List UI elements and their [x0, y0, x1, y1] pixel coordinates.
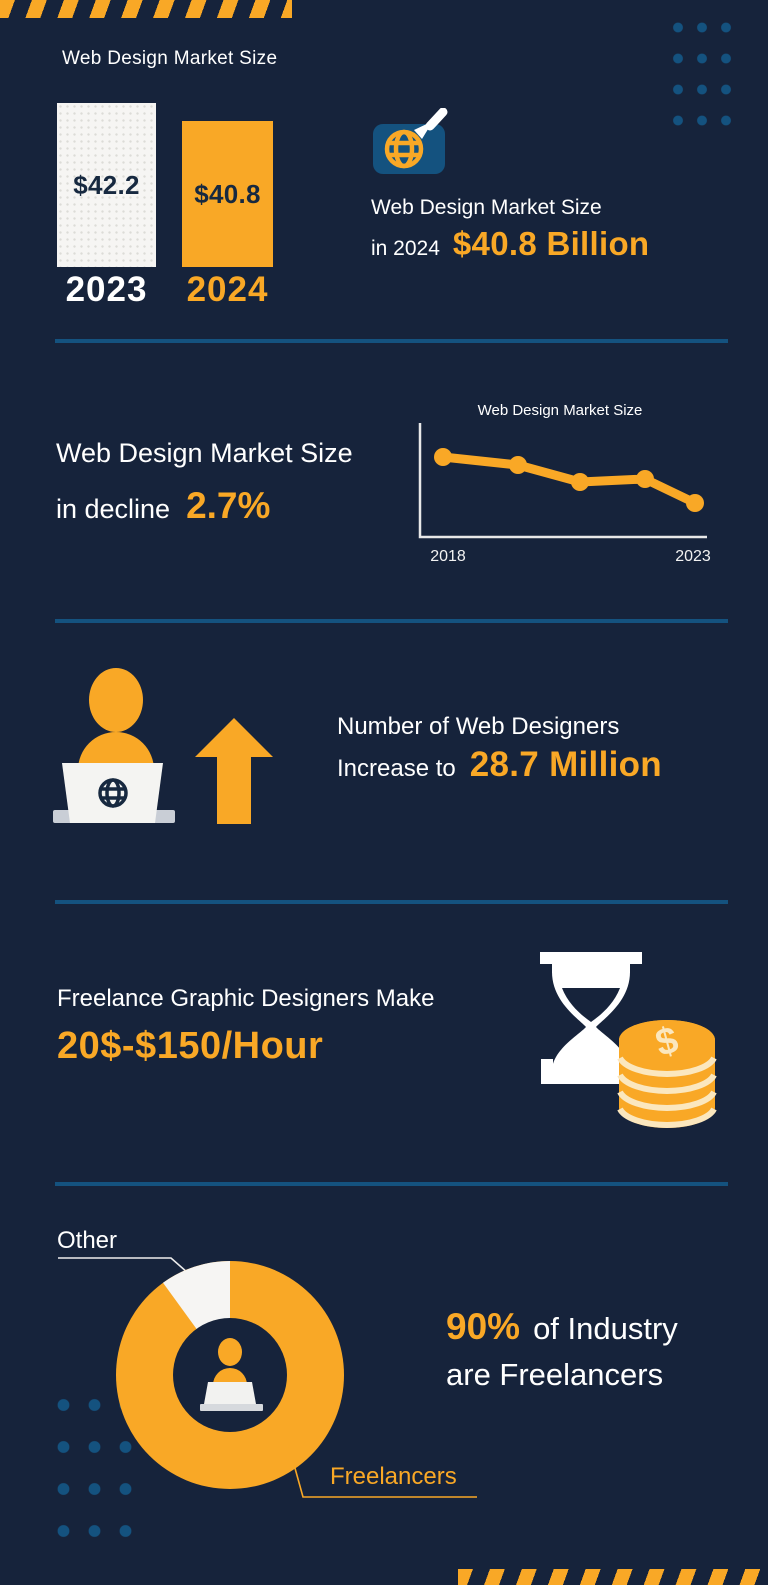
donut-label-freelancers: Freelancers — [330, 1463, 457, 1490]
bar-2024-value-label: $40.8 — [194, 178, 261, 209]
globe-icon — [384, 129, 424, 169]
bar-2023-value-label: $42.2 — [73, 169, 140, 200]
stat-after: of Industry — [533, 1311, 678, 1346]
hourglass-sand-gap — [562, 988, 620, 1022]
diagonal-stripes-top — [0, 0, 292, 18]
dot-grid-top-right — [666, 12, 738, 136]
market-size-headline: Web Design Market Size in 2024 $40.8 Bil… — [371, 196, 649, 263]
section-divider — [55, 1182, 728, 1186]
bar-chart: $42.2 $40.8 — [57, 103, 273, 267]
designers-value: 28.7 Million — [469, 745, 662, 784]
x-tick-2023: 2023 — [675, 548, 711, 565]
person-at-laptop-icon — [53, 668, 175, 823]
up-arrow-icon — [195, 718, 273, 824]
decline-headline: Web Design Market Size in decline 2.7% — [56, 438, 353, 527]
other-callout-line — [58, 1257, 189, 1274]
bar-chart-title: Web Design Market Size — [62, 48, 278, 69]
decline-prefix: in decline — [56, 494, 171, 524]
x-tick-2018: 2018 — [430, 548, 466, 565]
line-chart-title: Web Design Market Size — [478, 402, 643, 419]
donut-chart — [116, 1261, 344, 1489]
headline-prefix: in 2024 — [371, 237, 440, 260]
pay-value: 20$-$150/Hour — [57, 1025, 324, 1067]
designers-line1: Number of Web Designers — [337, 713, 620, 740]
chart-axes — [418, 423, 707, 539]
section-divider — [55, 619, 728, 623]
stat-value: 90% — [446, 1306, 521, 1347]
bar-2023: $42.2 — [57, 103, 156, 267]
decline-line1: Web Design Market Size — [56, 438, 353, 468]
globe-paintbrush-icon — [373, 108, 448, 174]
section-divider — [55, 900, 728, 904]
donut-label-other: Other — [57, 1227, 118, 1254]
laptop-screen — [62, 763, 163, 823]
decline-value: 2.7% — [186, 485, 271, 526]
headline-line1: Web Design Market Size — [371, 196, 602, 219]
diagonal-stripes-bottom — [458, 1569, 768, 1585]
line-chart: Web Design Market Size 2018 2023 — [418, 402, 711, 565]
designers-prefix: Increase to — [337, 755, 456, 782]
bar-axis-label-2023: 2023 — [65, 270, 148, 309]
hourglass-coins-icon: $ — [540, 952, 717, 1128]
laptop-globe-icon — [98, 778, 128, 808]
section-divider — [55, 339, 728, 343]
pay-headline: Freelance Graphic Designers Make 20$-$15… — [57, 985, 435, 1068]
freelancers-stat: 90% of Industry are Freelancers — [446, 1306, 678, 1393]
freelancers-callout-line — [287, 1442, 477, 1498]
line-series — [434, 448, 704, 512]
pay-line1: Freelance Graphic Designers Make — [57, 985, 435, 1012]
designers-headline: Number of Web Designers Increase to 28.7… — [337, 708, 662, 785]
paintbrush-icon — [414, 108, 448, 139]
headline-value: $40.8 Billion — [452, 225, 650, 262]
donut-person-at-laptop-icon — [200, 1338, 263, 1411]
coin-stack-icon: $ — [617, 1019, 717, 1128]
stat-line2: are Freelancers — [446, 1357, 664, 1392]
person-head — [89, 668, 143, 732]
bar-axis-label-2024: 2024 — [186, 270, 269, 309]
bar-2024: $40.8 — [182, 121, 273, 267]
